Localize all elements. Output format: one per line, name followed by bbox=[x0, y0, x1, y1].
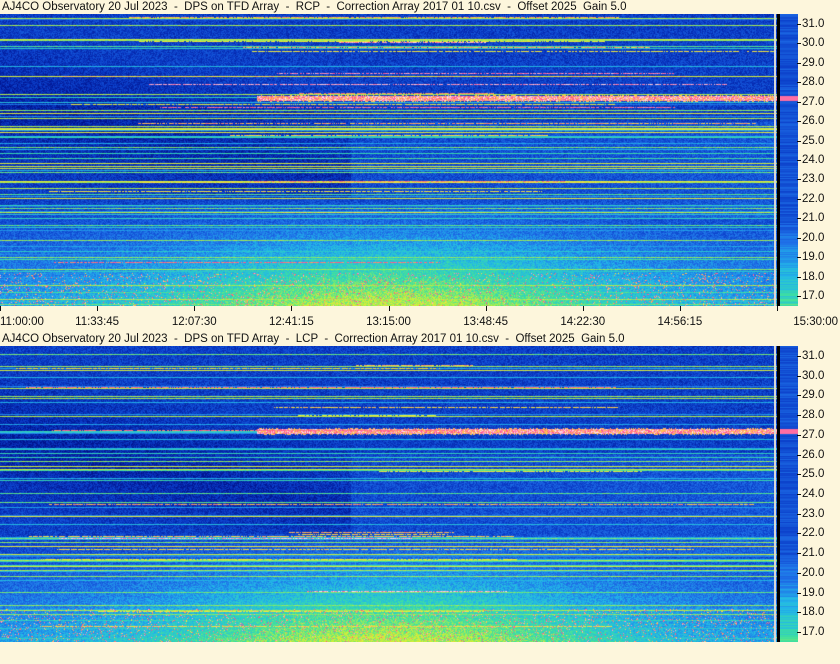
freq-tick bbox=[797, 121, 801, 123]
freq-tick-label: 26.0 bbox=[802, 115, 825, 128]
lcp-chart-title: AJ4CO Observatory 20 Jul 2023 - DPS on T… bbox=[2, 333, 625, 345]
freq-tick-label: 20.0 bbox=[802, 231, 825, 244]
rcp-frequency-axis: 31.0 30.0 29.0 28.0 27.0 26.0 25.0 24.0 23.0 22.0… bbox=[780, 14, 840, 306]
freq-tick bbox=[797, 198, 801, 200]
rcp-right-border-light bbox=[774, 14, 776, 306]
freq-tick bbox=[797, 355, 801, 357]
rcp-right-border bbox=[777, 14, 780, 306]
freq-tick bbox=[797, 632, 801, 634]
freq-tick bbox=[797, 553, 801, 555]
rcp-spectrogram bbox=[0, 14, 778, 306]
time-tick-label: 14:56:15 bbox=[657, 316, 703, 328]
freq-tick-label: 20.0 bbox=[802, 566, 825, 579]
freq-tick bbox=[797, 276, 801, 278]
bottom-margin bbox=[0, 642, 840, 664]
freq-tick bbox=[797, 533, 801, 535]
freq-tick bbox=[797, 474, 801, 476]
freq-tick-label: 19.0 bbox=[802, 251, 825, 264]
time-tick bbox=[194, 306, 196, 311]
time-axis: 11:00:00 11:33:45 12:07:30 12:41:15 13:15:00… bbox=[0, 306, 840, 332]
freq-tick bbox=[797, 296, 801, 298]
lcp-axis-color-strip bbox=[780, 346, 798, 642]
freq-tick-label: 17.0 bbox=[802, 290, 825, 303]
time-tick-label: 15:30:00 bbox=[793, 316, 838, 328]
freq-tick-label: 19.0 bbox=[802, 586, 825, 599]
freq-tick bbox=[797, 395, 801, 397]
time-tick-label: 11:33:45 bbox=[75, 316, 120, 328]
freq-tick bbox=[797, 454, 801, 456]
freq-tick bbox=[797, 82, 801, 84]
freq-tick-label: 25.0 bbox=[802, 134, 825, 147]
freq-tick bbox=[797, 612, 801, 614]
freq-tick bbox=[797, 375, 801, 377]
time-tick bbox=[777, 306, 778, 311]
freq-tick bbox=[797, 218, 801, 220]
freq-tick bbox=[797, 257, 801, 259]
time-tick-label: 12:41:15 bbox=[268, 316, 314, 328]
time-tick bbox=[388, 306, 390, 311]
time-tick bbox=[679, 306, 681, 311]
freq-tick-label: 30.0 bbox=[802, 37, 825, 50]
lcp-spectrogram bbox=[0, 346, 778, 642]
freq-tick bbox=[797, 415, 801, 417]
freq-tick-label: 21.0 bbox=[802, 547, 825, 560]
freq-tick bbox=[797, 179, 801, 181]
freq-tick-label: 31.0 bbox=[802, 349, 825, 362]
time-tick bbox=[97, 306, 99, 311]
freq-tick bbox=[797, 160, 801, 161]
time-tick-label: 11:00:00 bbox=[0, 316, 44, 328]
freq-tick bbox=[797, 62, 801, 64]
freq-tick-label: 17.0 bbox=[802, 626, 825, 639]
freq-tick-label: 18.0 bbox=[802, 270, 825, 283]
freq-tick bbox=[797, 23, 801, 25]
freq-tick-label: 23.0 bbox=[802, 507, 825, 520]
freq-tick-label: 23.0 bbox=[802, 173, 825, 186]
time-tick bbox=[0, 306, 1, 311]
time-tick bbox=[582, 306, 584, 311]
freq-tick bbox=[797, 101, 801, 103]
freq-tick-label: 29.0 bbox=[802, 389, 825, 402]
freq-tick-label: 28.0 bbox=[802, 76, 825, 89]
rcp-axis-color-strip bbox=[780, 14, 798, 306]
lcp-spectrogram-panel: 31.0 30.0 29.0 28.0 27.0 26.0 25.0 24.0 23.0 22.0… bbox=[0, 346, 840, 642]
freq-tick-label: 25.0 bbox=[802, 468, 825, 481]
freq-tick-label: 22.0 bbox=[802, 192, 825, 205]
freq-tick bbox=[797, 237, 801, 239]
freq-tick bbox=[797, 434, 801, 436]
freq-tick-label: 18.0 bbox=[802, 606, 825, 619]
time-tick-label: 14:22:30 bbox=[560, 316, 606, 328]
freq-tick bbox=[797, 140, 801, 142]
freq-tick-label: 26.0 bbox=[802, 448, 825, 461]
freq-tick bbox=[797, 513, 801, 515]
freq-tick bbox=[797, 592, 801, 594]
time-tick-label: 13:48:45 bbox=[463, 316, 508, 328]
rcp-spectrogram-panel: 31.0 30.0 29.0 28.0 27.0 26.0 25.0 24.0 23.0 22.0… bbox=[0, 14, 840, 306]
lcp-frequency-axis: 31.0 30.0 29.0 28.0 27.0 26.0 25.0 24.0 23.0 22.0… bbox=[780, 346, 840, 642]
freq-tick-label: 31.0 bbox=[802, 17, 825, 30]
freq-tick bbox=[797, 43, 801, 45]
freq-tick-label: 28.0 bbox=[802, 409, 825, 422]
freq-tick bbox=[797, 494, 801, 495]
freq-tick-label: 27.0 bbox=[802, 428, 825, 441]
freq-tick-label: 24.0 bbox=[802, 154, 825, 166]
freq-tick-label: 21.0 bbox=[802, 212, 825, 225]
time-tick-label: 13:15:00 bbox=[366, 316, 411, 328]
rcp-chart-title: AJ4CO Observatory 20 Jul 2023 - DPS on T… bbox=[2, 1, 627, 13]
freq-tick-label: 27.0 bbox=[802, 95, 825, 108]
time-tick-label: 12:07:30 bbox=[171, 316, 217, 328]
lcp-right-border bbox=[777, 346, 780, 642]
freq-tick-label: 24.0 bbox=[802, 488, 825, 500]
freq-tick-label: 29.0 bbox=[802, 56, 825, 69]
freq-tick-label: 30.0 bbox=[802, 369, 825, 382]
freq-tick bbox=[797, 572, 801, 574]
lcp-right-border-light bbox=[774, 346, 776, 642]
freq-tick-label: 22.0 bbox=[802, 527, 825, 540]
time-tick bbox=[291, 306, 293, 311]
time-tick bbox=[485, 306, 487, 311]
